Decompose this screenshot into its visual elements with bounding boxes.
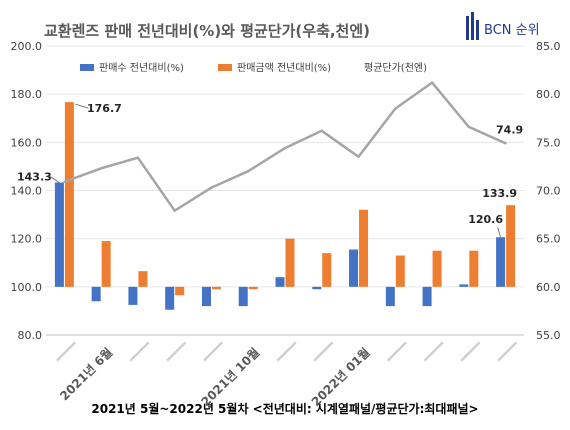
y-right-tick-label: 80.0 [536,88,561,101]
bar [422,286,432,307]
data-label: 143.3 [17,171,52,184]
legend-swatch [80,64,94,71]
x-tick-label-faint [423,341,444,362]
line-path [63,81,507,212]
x-tick-label-faint [55,341,77,362]
logo-text: BCN 순위 [484,23,540,38]
bar [312,286,322,290]
x-tick-label-faint [202,341,224,362]
legend-label: 평균단가(천엔) [364,62,427,74]
legend: 판매수 전년대비(%) 판매금액 전년대비(%) 평균단가(천엔) [80,62,427,74]
y-right-tick-label: 85.0 [536,40,561,53]
x-tick-label-faint [460,341,481,362]
data-labels: 143.3 176.7 120.6 133.9 74.9 [17,102,523,238]
bar [359,209,369,287]
bar [91,286,101,302]
line-point [504,142,507,145]
data-label: 74.9 [496,123,523,136]
legend-label: 판매수 전년대비(%) [99,62,184,74]
line-point [247,170,250,173]
bar [275,277,285,287]
x-tick-label-faint [276,341,297,362]
legend-label: 판매금액 전년대비(%) [237,62,331,74]
y-left-tick-label: 160.0 [11,136,43,149]
bar [385,286,395,307]
bar [432,250,442,287]
line-point [63,180,66,184]
line-point [173,209,176,212]
line-point [467,125,471,129]
chart-footer: 2021년 5월~2022년 5월차 <전년대비: 시계열패널/평균단가:최대패… [91,401,478,416]
label-leader [497,227,502,238]
bar [211,286,221,290]
y-right-tick-label: 70.0 [536,185,561,198]
logo-mark [471,12,474,40]
line-point [99,167,103,170]
gridlines [46,45,524,336]
y-axis-left: 80.0 100.0 120.0 140.0 160.0 180.0 200.0 [11,40,43,342]
bar [101,241,111,287]
data-label: 120.6 [468,213,503,226]
bars [54,102,516,310]
bar [349,249,359,287]
y-left-tick-label: 180.0 [11,88,43,101]
bar [238,286,248,307]
x-axis: 2021년 6월 2021년 10월 2022년 01월 [46,334,524,410]
bar [506,205,516,287]
x-tick-label-faint [313,341,334,362]
y-left-tick-label: 100.0 [11,281,43,294]
line-series [63,81,507,212]
label-leader [75,103,89,109]
bar [496,237,506,287]
x-tick-label: 2021년 10월 [198,345,263,410]
bar [469,250,479,287]
line-point [283,146,287,150]
y-axis-right: 55.0 60.0 65.0 70.0 75.0 80.0 85.0 [536,40,561,342]
y-left-tick-label: 80.0 [18,329,43,342]
x-tick-label-faint [386,341,407,362]
label-leader [50,176,60,183]
line-point [136,156,140,159]
x-tick-label-faint [166,341,187,362]
bar [395,255,405,287]
data-label: 133.9 [482,187,517,200]
line-point [357,155,360,158]
chart-title: 교환렌즈 판매 전년대비(%)와 평균단가(우축,천엔) [44,22,370,40]
line-point [320,129,323,132]
logo-mark [476,20,479,40]
x-tick-label-faint [497,341,518,362]
bar [201,286,211,307]
line-point [430,81,434,84]
y-right-tick-label: 75.0 [536,136,561,149]
bar [248,286,258,290]
line-point [210,186,213,189]
bar [54,182,64,287]
bar [459,284,469,287]
y-right-tick-label: 60.0 [536,281,561,294]
legend-swatch [218,64,232,71]
bar [165,286,175,310]
bcn-logo: BCN 순위 [466,12,540,40]
x-tick-label-faint [129,341,150,362]
logo-mark [466,16,469,40]
bar [322,253,332,287]
data-label: 176.7 [87,102,122,115]
x-tick-label: 2022년 01월 [308,345,373,410]
bar [138,271,148,287]
bar [64,102,74,287]
y-right-tick-label: 55.0 [536,329,561,342]
y-left-tick-label: 200.0 [11,40,43,53]
line-point [394,107,397,110]
bar [128,286,138,305]
y-left-tick-label: 120.0 [11,233,43,246]
bar [175,286,185,296]
bar [285,238,295,287]
y-left-tick-label: 140.0 [11,185,43,198]
y-right-tick-label: 65.0 [536,233,561,246]
